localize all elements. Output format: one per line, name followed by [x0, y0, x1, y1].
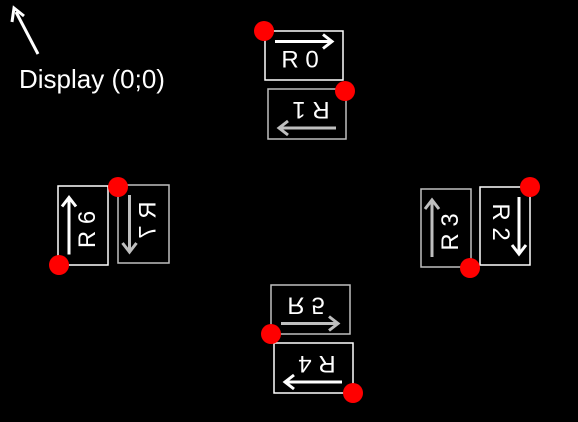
rect-r4-corner-marker	[343, 383, 363, 403]
rect-r6: R 6	[49, 185, 109, 275]
rect-r1-label: R 1	[292, 96, 329, 123]
rect-r6-label: R 6	[74, 211, 101, 248]
rect-r2-corner-marker	[520, 177, 540, 197]
rect-r2-label: R 2	[487, 203, 514, 240]
rect-r0-label: R 0	[281, 47, 318, 74]
rect-r0-corner-marker	[254, 21, 274, 41]
origin-arrow-icon	[10, 5, 40, 55]
rect-r2: R 2	[479, 177, 540, 266]
rect-r3: R 3	[420, 188, 480, 278]
rect-r4-label: R 4	[298, 350, 335, 377]
rect-r5: R 5	[261, 284, 351, 344]
rect-r7: R 7	[108, 177, 170, 264]
rect-r7-label: R 7	[135, 201, 162, 238]
rect-r0: R 0	[254, 21, 344, 81]
rect-r1: R 1	[267, 81, 355, 140]
rect-r6-corner-marker	[49, 255, 69, 275]
rect-r3-label: R 3	[437, 213, 464, 250]
display-origin-label: Display (0;0)	[19, 64, 165, 94]
rect-r3-corner-marker	[460, 258, 480, 278]
rect-r5-corner-marker	[261, 324, 281, 344]
rect-r7-corner-marker	[108, 177, 128, 197]
rect-r5-label: R 5	[287, 292, 324, 319]
rect-r4: R 4	[273, 342, 363, 403]
rect-r1-corner-marker	[335, 81, 355, 101]
